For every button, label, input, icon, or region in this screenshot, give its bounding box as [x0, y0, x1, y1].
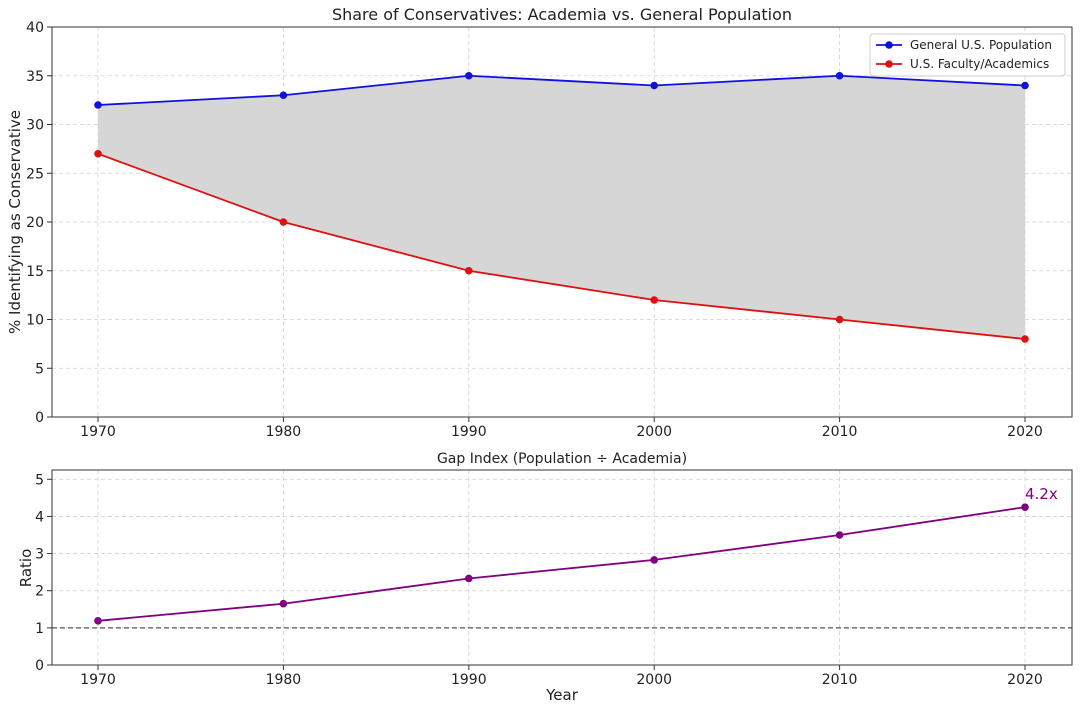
y-tick-label: 15 [26, 264, 44, 280]
data-point-general-u-s-population [1021, 81, 1029, 90]
data-point-general-u-s-population [465, 71, 473, 80]
y-tick-label: 2 [35, 584, 44, 600]
y-tick-label: 5 [35, 472, 44, 488]
x-tick-label: 1980 [266, 672, 302, 688]
x-tick-label: 2020 [1007, 424, 1043, 440]
x-tick-label: 2010 [822, 424, 858, 440]
data-point-u-s-faculty-academics [465, 266, 473, 275]
series-line-gap-index [97, 506, 1026, 622]
y-tick-label: 0 [35, 658, 44, 674]
data-point-u-s-faculty-academics [1021, 335, 1029, 343]
x-tick-label: 2000 [636, 672, 672, 688]
ratio-axis-label: Ratio [17, 549, 35, 588]
y-tick-label: 20 [26, 215, 44, 231]
data-point-general-u-s-population [650, 81, 658, 90]
x-tick-label: 1990 [451, 424, 487, 440]
data-point-gap-index [94, 617, 102, 625]
gap-plot-frame [51, 469, 1073, 666]
x-axis-label: Year [545, 686, 579, 704]
legend: General U.S. Population U.S. Faculty/Acad… [869, 33, 1066, 77]
x-tick-label: 1980 [266, 424, 302, 440]
y-tick-label: 1 [35, 621, 44, 637]
gap-index-title: Gap Index (Population ÷ Academia) [437, 451, 687, 467]
x-tick-label: 1990 [451, 672, 487, 688]
series-line-general-u-s-population [97, 74, 1026, 106]
y-tick-label: 3 [35, 547, 44, 563]
y-axis-label: % Identifying as Conservative [6, 110, 24, 334]
gap-area-fill [98, 75, 1025, 339]
y-tick-label: 5 [35, 361, 44, 377]
series-line-u-s-faculty-academics [97, 152, 1026, 340]
y-tick-label: 30 [26, 118, 44, 134]
data-point-gap-index [279, 599, 288, 608]
data-point-general-u-s-population [835, 71, 844, 80]
y-tick-label: 40 [26, 20, 44, 36]
data-point-general-u-s-population [94, 101, 102, 109]
conservatives-share-chart: Share of Conservatives: Academia vs. Gen… [6, 5, 1073, 440]
data-point-gap-index [650, 556, 658, 564]
y-tick-label: 35 [26, 69, 44, 85]
gap-index-chart: Gap Index (Population ÷ Academia) Ratio … [17, 451, 1073, 704]
data-point-u-s-faculty-academics [94, 149, 102, 158]
data-point-gap-index [1021, 503, 1029, 511]
legend-swatch-marker [885, 60, 893, 68]
y-tick-label: 4 [35, 509, 44, 525]
legend-entry-label: U.S. Faculty/Academics [910, 57, 1049, 71]
x-tick-label: 2000 [636, 424, 672, 440]
y-tick-label: 0 [35, 410, 44, 426]
data-point-general-u-s-population [279, 91, 288, 100]
data-point-gap-index [835, 531, 844, 539]
legend-box [869, 33, 1066, 77]
gap-annotation: 4.2x [1025, 485, 1058, 503]
data-point-u-s-faculty-academics [650, 296, 658, 304]
x-tick-label: 1970 [80, 672, 116, 688]
y-tick-label: 10 [26, 313, 44, 329]
x-tick-label: 2020 [1007, 672, 1043, 688]
x-tick-label: 2010 [822, 672, 858, 688]
data-point-u-s-faculty-academics [835, 315, 844, 324]
data-point-u-s-faculty-academics [279, 218, 288, 226]
chart-title: Share of Conservatives: Academia vs. Gen… [332, 5, 792, 24]
legend-entry-label: General U.S. Population [910, 38, 1052, 52]
x-tick-label: 1970 [80, 424, 116, 440]
y-tick-label: 25 [26, 166, 44, 182]
data-point-gap-index [465, 574, 473, 583]
legend-swatch-marker [885, 41, 893, 49]
